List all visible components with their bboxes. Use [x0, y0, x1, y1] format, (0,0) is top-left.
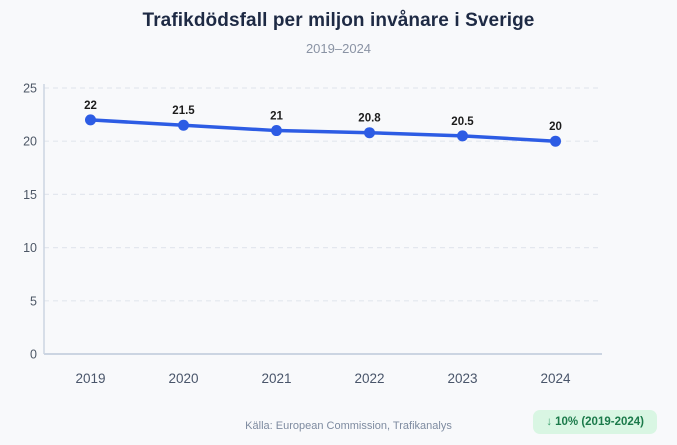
data-point-label: 21	[270, 111, 283, 123]
trend-badge: ↓ 10% (2019-2024)	[533, 410, 657, 434]
data-point-label: 20.8	[358, 113, 381, 125]
y-axis-tick-label: 15	[23, 188, 37, 202]
data-point[interactable]	[364, 127, 375, 139]
data-point-label: 21.5	[172, 105, 195, 117]
series-line	[88, 118, 558, 143]
data-point[interactable]	[85, 114, 96, 126]
x-axis-tick-label: 2024	[540, 371, 571, 386]
data-point-label: 20.5	[451, 116, 474, 128]
x-axis-tick-label: 2020	[168, 371, 198, 386]
y-axis-tick-label: 0	[30, 348, 37, 362]
chart-subtitle: 2019–2024	[305, 41, 372, 56]
data-point-label: 20	[549, 121, 562, 133]
y-axis-tick-label: 25	[23, 82, 37, 96]
source-caption: Källa: European Commission, Trafikanalys	[245, 420, 452, 432]
trend-badge-label: 10% (2019-2024)	[555, 416, 644, 428]
y-axis-tick-label: 10	[23, 241, 37, 255]
down-arrow-icon: ↓	[546, 416, 553, 428]
x-axis-tick-label: 2019	[75, 371, 105, 386]
data-point-label: 22	[84, 100, 97, 112]
x-axis-tick-label: 2022	[354, 371, 384, 386]
x-axis-tick-label: 2023	[447, 371, 477, 386]
data-point[interactable]	[178, 119, 189, 131]
data-point[interactable]	[457, 130, 468, 142]
x-axis-tick-label: 2021	[261, 371, 291, 386]
y-axis-tick-label: 5	[30, 294, 37, 308]
data-point[interactable]	[550, 135, 561, 147]
chart-title: Trafikdödsfall per miljon invånare i Sve…	[142, 10, 535, 31]
data-point[interactable]	[271, 125, 282, 137]
y-axis-tick-label: 20	[23, 135, 37, 149]
